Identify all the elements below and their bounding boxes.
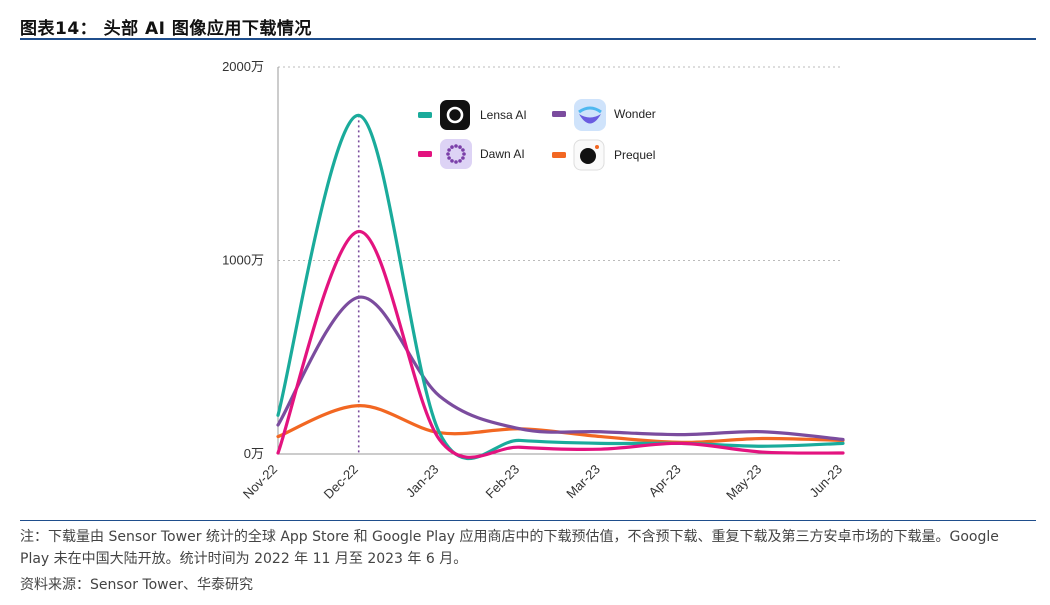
dawn-app-icon xyxy=(440,139,472,169)
lensa-app-icon xyxy=(440,100,470,130)
source-note: 资料来源：Sensor Tower、华泰研究 xyxy=(20,577,253,593)
legend-label: Prequel xyxy=(614,148,655,162)
legend-swatch xyxy=(552,111,566,117)
y-tick-label: 1000万 xyxy=(222,253,264,268)
series-line-wonder xyxy=(276,295,845,442)
footer-divider xyxy=(20,520,1036,521)
series-line-prequel xyxy=(276,404,845,444)
series-line-dawn-ai xyxy=(276,229,845,459)
footnote: 注：下载量由 Sensor Tower 统计的全球 App Store 和 Go… xyxy=(20,529,999,567)
x-tick-label: Jan-23 xyxy=(403,462,442,501)
legend-swatch xyxy=(418,112,432,118)
legend: Lensa AI Wonder Dawn AI Prequel xyxy=(418,99,656,171)
legend-label: Dawn AI xyxy=(480,147,525,161)
legend-item: Lensa AI xyxy=(418,100,527,130)
prequel-app-icon xyxy=(573,139,605,171)
legend-swatch xyxy=(552,152,566,158)
legend-item: Prequel xyxy=(552,139,655,171)
y-tick-label: 0万 xyxy=(244,446,264,461)
legend-swatch xyxy=(418,151,432,157)
legend-label: Lensa AI xyxy=(480,108,527,122)
y-tick-label: 2000万 xyxy=(222,59,264,74)
x-tick-label: Dec-22 xyxy=(321,462,361,502)
gridlines xyxy=(278,66,843,261)
figure-title: 图表14： 头部 AI 图像应用下载情况 xyxy=(20,19,312,39)
x-tick-label: Jun-23 xyxy=(806,462,845,501)
x-tick-label: Feb-23 xyxy=(483,462,523,502)
legend-label: Wonder xyxy=(614,107,656,121)
x-tick-label: May-23 xyxy=(723,462,764,503)
series-lines xyxy=(276,113,845,461)
figure-header: 图表14： 头部 AI 图像应用下载情况 xyxy=(0,0,1050,40)
x-tick-label: Nov-22 xyxy=(240,462,280,502)
legend-item: Dawn AI xyxy=(418,139,525,169)
header-divider xyxy=(20,38,1036,40)
wonder-app-icon xyxy=(574,99,606,131)
x-tick-label: Mar-23 xyxy=(563,462,603,502)
x-tick-label: Apr-23 xyxy=(645,462,683,500)
legend-item: Wonder xyxy=(552,99,656,131)
